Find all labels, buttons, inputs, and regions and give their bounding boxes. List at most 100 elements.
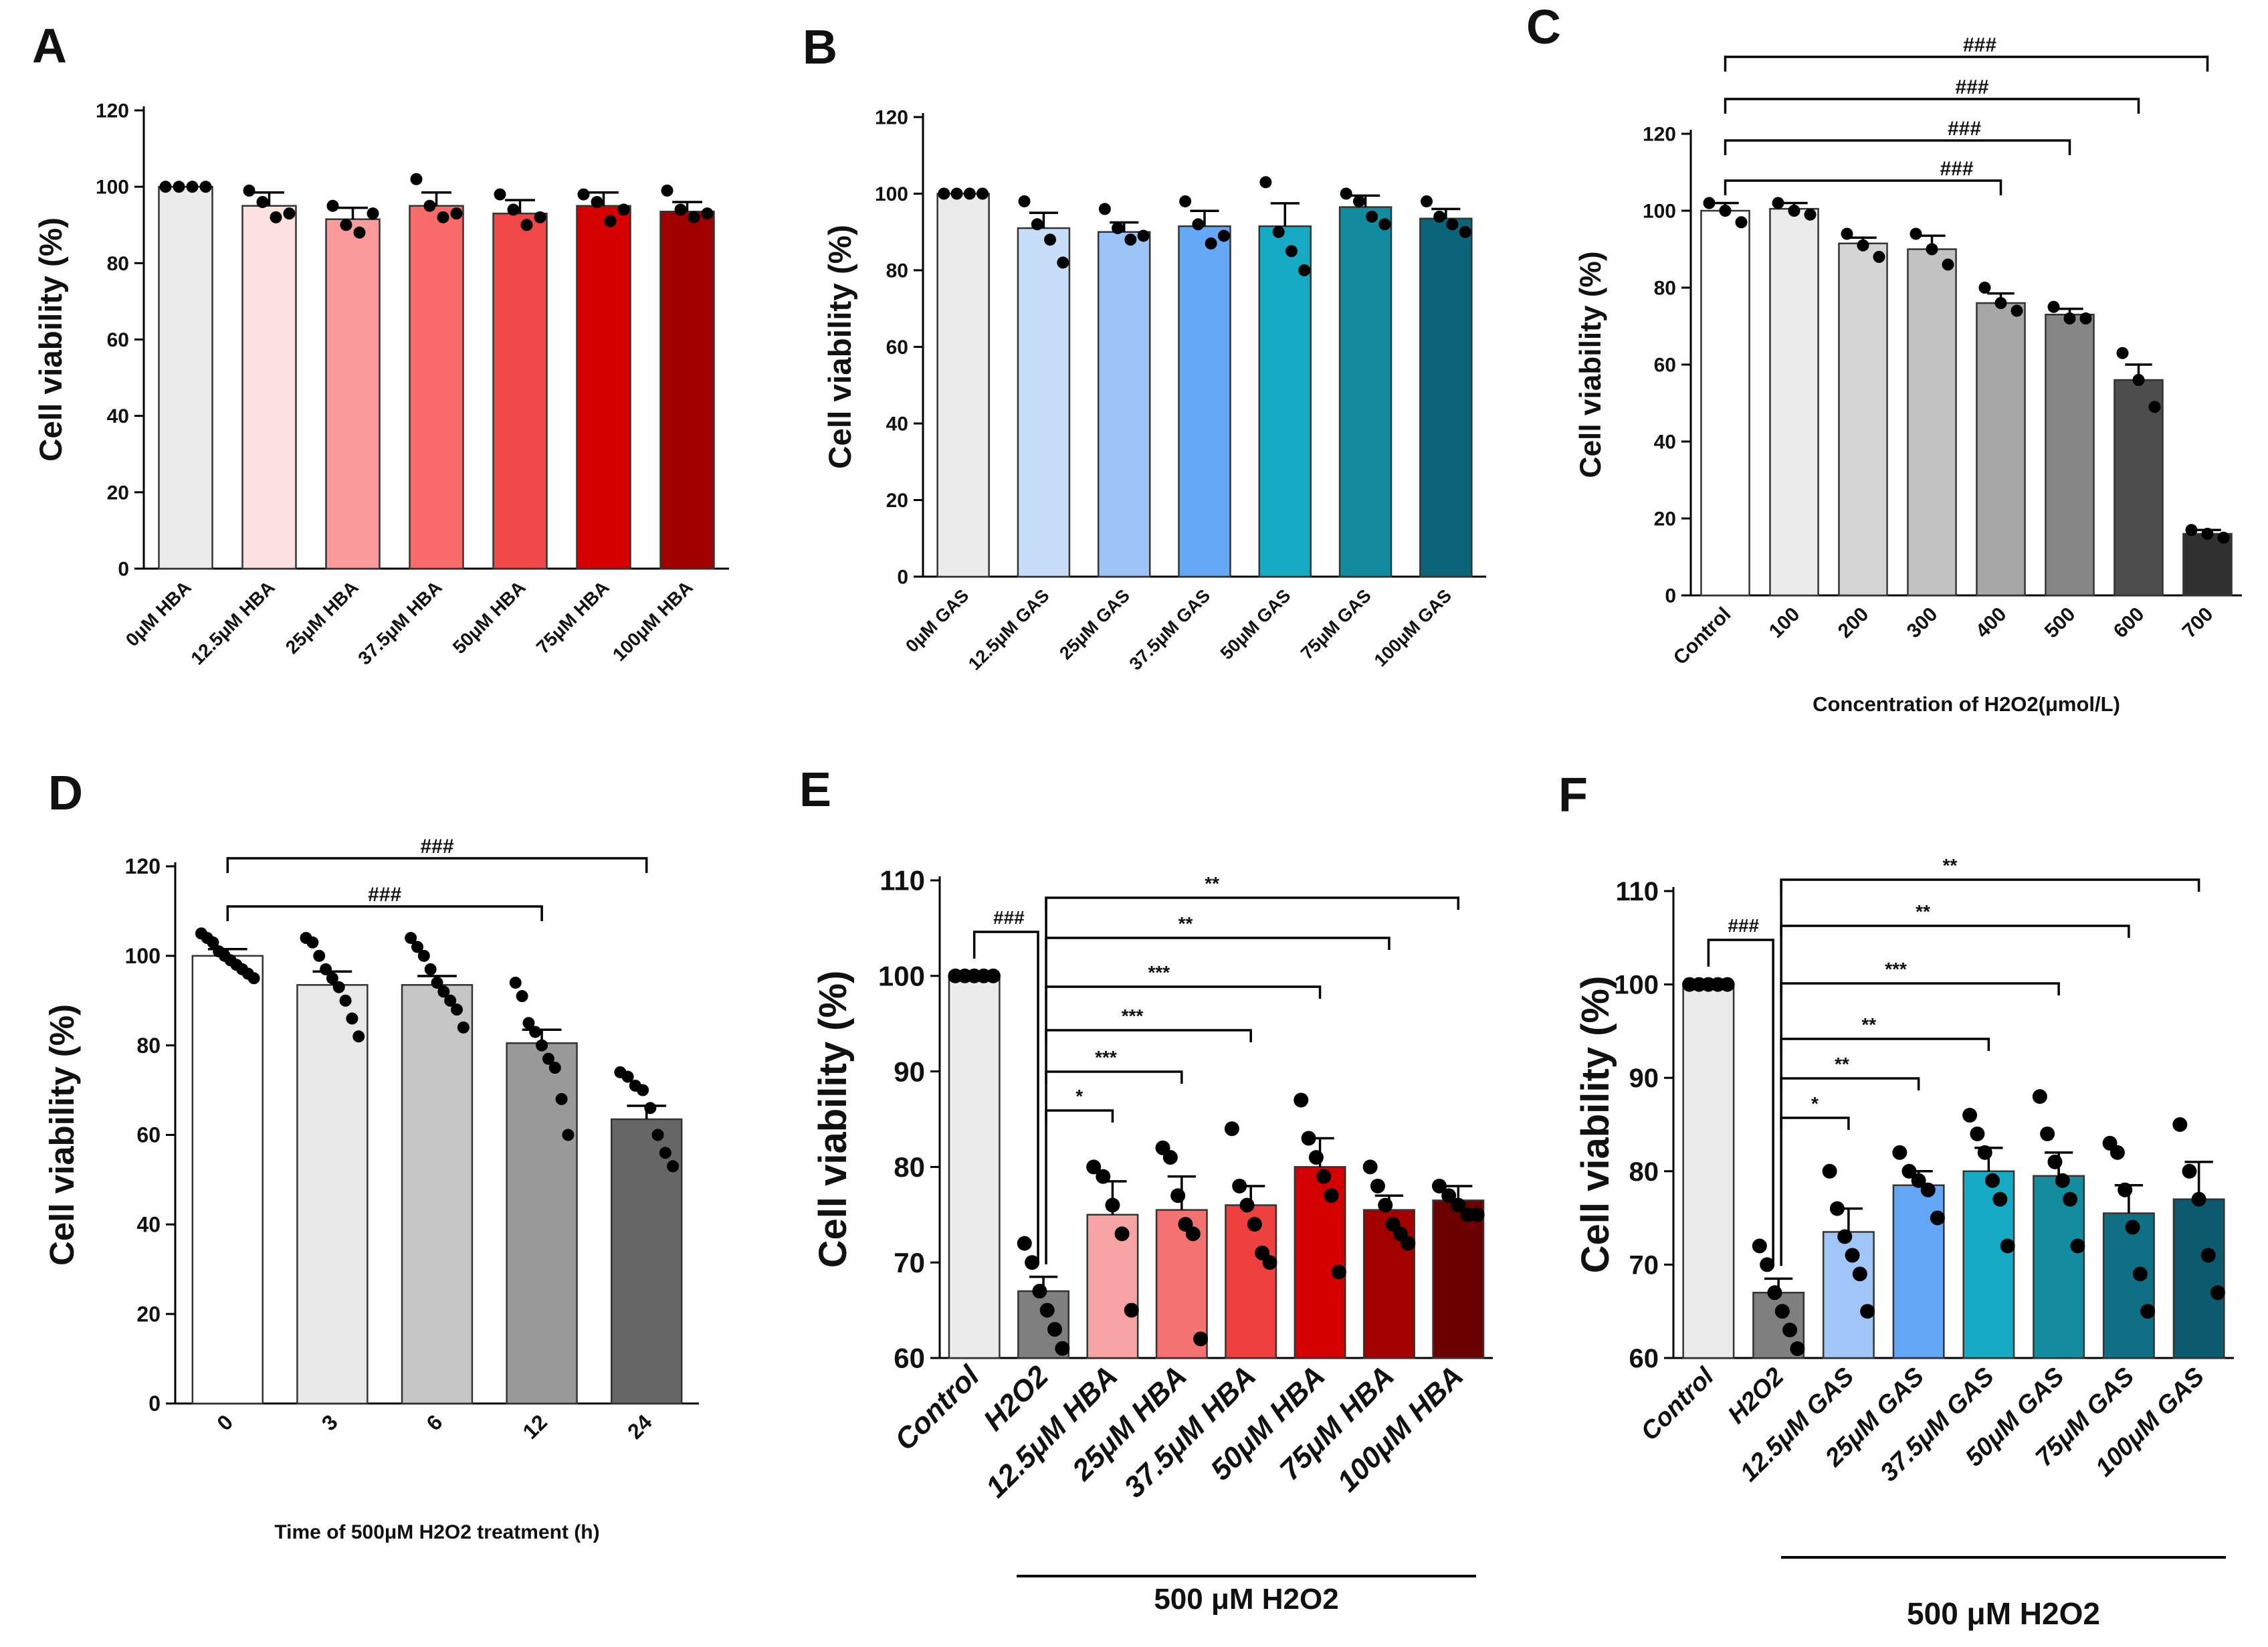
- data-point: [577, 188, 590, 201]
- category-label: Control: [889, 1359, 987, 1457]
- data-point: [1366, 210, 1378, 223]
- data-point: [536, 1039, 548, 1052]
- category-label: 3: [317, 1410, 342, 1435]
- significance-bracket: [1045, 1070, 1183, 1084]
- data-point: [1039, 1302, 1055, 1318]
- data-point: [661, 184, 674, 197]
- data-point: [1217, 229, 1230, 242]
- category-label: 24: [623, 1410, 657, 1444]
- data-point: [1432, 1178, 1447, 1193]
- data-point: [352, 1030, 365, 1043]
- data-point: [1790, 1341, 1805, 1357]
- data-point: [2000, 1238, 2015, 1254]
- data-point: [1772, 197, 1784, 209]
- bar: [1838, 242, 1888, 597]
- panel-label-c: C: [1526, 1, 1561, 54]
- panel-label-d: D: [48, 767, 83, 820]
- category-label: 37.5μM HBA: [354, 577, 445, 668]
- data-point: [2040, 1126, 2055, 1141]
- bar: [1178, 225, 1231, 578]
- y-tick-label: 60: [1629, 1344, 1659, 1373]
- data-point: [1018, 195, 1031, 207]
- data-point: [2118, 1182, 2133, 1197]
- category-label: 12.5μM HBA: [187, 577, 278, 668]
- data-point: [1352, 195, 1365, 207]
- data-point: [1179, 195, 1192, 207]
- data-point: [1193, 1331, 1209, 1347]
- panel-label-e: E: [799, 763, 832, 817]
- data-point: [529, 1026, 542, 1038]
- y-tick-label: 100: [875, 183, 908, 205]
- bar: [1419, 217, 1473, 578]
- significance-label: ###: [368, 884, 401, 906]
- bar: [2172, 1198, 2225, 1359]
- significance-bracket: [1780, 1038, 1990, 1051]
- data-point: [1239, 1197, 1255, 1213]
- data-point: [1124, 233, 1137, 246]
- data-point: [450, 207, 463, 220]
- data-point: [1845, 1248, 1860, 1263]
- bar: [936, 193, 990, 578]
- data-point: [2132, 1266, 2148, 1282]
- data-point: [1837, 1229, 1853, 1244]
- y-tick-label: 120: [125, 854, 161, 878]
- category-label: 0: [212, 1410, 237, 1435]
- group-label: 500 μM H2O2: [1907, 1596, 2100, 1631]
- significance-label: ###: [1955, 76, 1988, 98]
- y-axis-label: Cell viability (%): [1574, 252, 1607, 478]
- category-label: 75μM HBA: [532, 577, 613, 658]
- data-point: [1272, 225, 1285, 238]
- y-tick-label: 70: [894, 1247, 925, 1278]
- data-point: [1098, 203, 1111, 215]
- category-label: Control: [1636, 1362, 1720, 1446]
- data-point: [444, 994, 457, 1007]
- significance-label: *: [1811, 1093, 1819, 1114]
- data-point: [542, 1052, 554, 1065]
- data-point: [423, 199, 436, 212]
- data-point: [516, 990, 528, 1003]
- data-point: [1124, 1302, 1139, 1318]
- data-point: [534, 211, 546, 223]
- data-point: [651, 1129, 664, 1141]
- significance-bracket: [226, 857, 648, 873]
- data-point: [411, 941, 423, 953]
- bar: [2114, 379, 2164, 597]
- data-point: [186, 181, 199, 193]
- bar: [492, 212, 548, 570]
- data-point: [1259, 176, 1272, 189]
- data-point: [1262, 1255, 1277, 1270]
- y-tick-label: 100: [1614, 971, 1659, 1000]
- significance-bracket: [1780, 982, 2060, 995]
- bar: [1432, 1199, 1485, 1359]
- significance-label: **: [1835, 1054, 1849, 1074]
- data-point: [2011, 304, 2023, 317]
- data-point: [644, 1102, 657, 1115]
- bar: [191, 955, 264, 1405]
- y-tick-label: 120: [875, 107, 908, 129]
- data-point: [1978, 282, 1991, 294]
- data-point: [1224, 1121, 1239, 1137]
- data-point: [659, 1147, 672, 1159]
- data-point: [424, 963, 437, 975]
- data-point: [1788, 205, 1800, 217]
- data-point: [1459, 225, 1471, 238]
- bar: [1338, 206, 1393, 578]
- data-point: [1301, 1131, 1316, 1146]
- data-point: [1752, 1238, 1767, 1254]
- data-point: [1340, 187, 1352, 200]
- data-point: [1025, 1255, 1040, 1270]
- data-point: [674, 203, 687, 216]
- significance-bracket: [1724, 139, 2071, 155]
- significance-label: ###: [1948, 118, 1981, 140]
- significance-bracket: [1724, 98, 2140, 114]
- bar: [409, 205, 464, 570]
- data-point: [2182, 1163, 2197, 1179]
- y-tick-label: 40: [1654, 431, 1676, 454]
- significance-label: ###: [1963, 34, 1996, 56]
- y-axis-label: Cell viability (%): [1574, 976, 1617, 1274]
- data-point: [326, 972, 338, 985]
- data-point: [1829, 1201, 1845, 1216]
- y-tick-label: 100: [125, 944, 161, 968]
- data-point: [1370, 1178, 1385, 1193]
- y-tick-label: 60: [136, 1123, 161, 1147]
